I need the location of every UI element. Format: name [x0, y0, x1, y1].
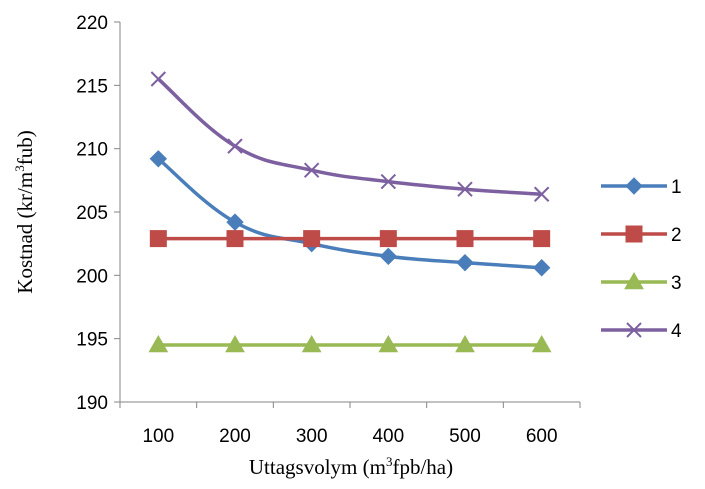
y-tick-label: 190 [76, 393, 108, 414]
data-point [380, 173, 397, 190]
data-point [533, 230, 551, 248]
data-point [378, 334, 399, 353]
legend-marker [626, 322, 642, 338]
x-tick-labels: 100 200 300 400 500 600 [119, 402, 581, 447]
x-tick-label: 600 [526, 426, 558, 447]
data-point [226, 230, 244, 248]
series-group [148, 71, 552, 353]
data-point [149, 150, 168, 168]
legend-label: 2 [671, 225, 682, 246]
data-point [226, 213, 244, 231]
x-tick-label: 500 [449, 426, 481, 447]
x-tick-label: 200 [219, 426, 251, 447]
y-tick-label: 195 [76, 330, 108, 351]
data-point [456, 230, 474, 248]
legend-item: 3 [601, 271, 682, 294]
data-point [148, 334, 169, 353]
data-point [303, 162, 320, 178]
data-point [379, 247, 398, 266]
series-1 [149, 150, 551, 277]
legend: 1 2 3 4 [601, 177, 682, 342]
legend-marker [624, 271, 644, 290]
legend-label: 1 [671, 177, 682, 198]
data-point [149, 230, 167, 248]
legend-item: 2 [601, 225, 682, 246]
legend-marker [625, 225, 643, 243]
y-tick-label: 220 [76, 13, 108, 34]
data-point [531, 334, 552, 353]
data-point [379, 230, 397, 248]
legend-item: 1 [601, 177, 682, 198]
series-line [157, 157, 542, 270]
series-4 [150, 71, 550, 202]
series-2 [149, 230, 551, 248]
data-point [150, 71, 167, 87]
x-tick-label: 300 [296, 426, 328, 447]
legend-label: 4 [671, 321, 682, 342]
x-axis-title: Uttagsvolym (m3fpb/ha) [249, 454, 453, 479]
data-point [455, 334, 475, 353]
y-axis-title: Kostnad (kr/m3fub) [12, 130, 37, 293]
data-point [303, 230, 321, 248]
data-point [227, 138, 243, 154]
x-tick-label: 400 [372, 426, 404, 447]
legend-item: 4 [601, 321, 682, 342]
data-point [457, 181, 473, 197]
legend-marker [625, 177, 643, 195]
y-tick-label: 210 [76, 140, 108, 161]
data-point [301, 334, 322, 353]
data-point [533, 186, 550, 202]
data-point [225, 334, 245, 353]
data-point [532, 259, 551, 277]
y-tick-label: 215 [76, 76, 108, 97]
x-tick-label: 100 [142, 426, 174, 447]
legend-label: 3 [671, 273, 682, 294]
series-line [157, 77, 542, 197]
y-tick-label: 200 [76, 266, 108, 287]
y-tick-labels: 190 195 200 205 210 215 220 [76, 13, 120, 414]
series-3 [148, 334, 552, 353]
data-point [456, 253, 474, 272]
y-tick-label: 205 [76, 203, 108, 224]
